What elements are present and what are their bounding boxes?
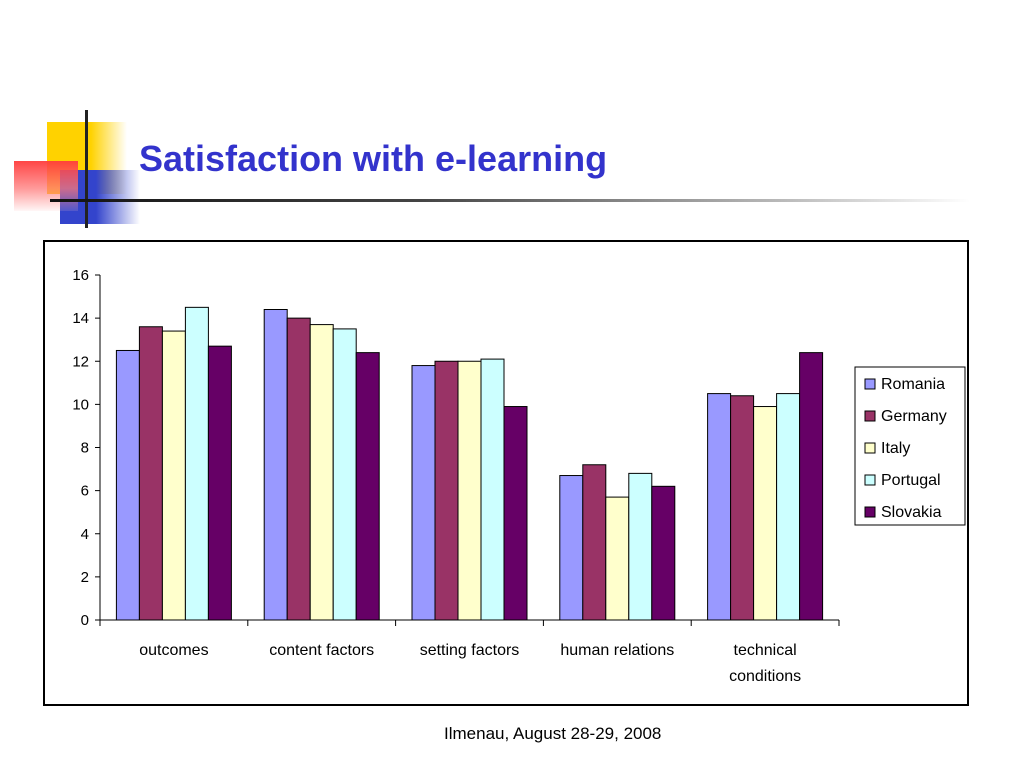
bar-slovakia <box>207 345 232 621</box>
y-tick-label: 8 <box>81 440 89 457</box>
bar-germany <box>138 326 163 621</box>
y-tick-label: 14 <box>72 310 89 327</box>
bar-germany <box>434 360 459 621</box>
legend-label-germany: Germany <box>881 408 947 425</box>
slide-title: Satisfaction with e-learning <box>139 138 608 179</box>
y-tick-label: 4 <box>81 526 89 543</box>
bar-romania <box>115 349 140 621</box>
bar-italy <box>309 324 334 621</box>
bar-italy <box>457 360 482 621</box>
bar-portugal <box>776 393 801 621</box>
x-category-label: human relations <box>560 642 674 659</box>
bar-romania <box>559 475 584 621</box>
bar-slovakia <box>355 352 380 621</box>
bar-chart: 0 2 4 6 8 10 12 14 16 outcomes content factors sett… <box>72 267 966 685</box>
legend-label-romania: Romania <box>881 376 945 393</box>
bar-romania <box>707 393 732 621</box>
bar-slovakia <box>651 485 676 621</box>
legend-label-portugal: Portugal <box>881 472 941 489</box>
bar-germany <box>730 395 755 621</box>
legend-swatch-portugal <box>864 474 876 486</box>
bar-portugal <box>184 306 209 621</box>
slide-footer: Ilmenau, August 28-29, 2008 <box>444 724 662 743</box>
bar-slovakia <box>799 352 824 621</box>
legend-swatch-italy <box>864 442 876 454</box>
y-tick-label: 12 <box>72 353 89 370</box>
y-tick-label: 6 <box>81 483 89 500</box>
decor-vertical-line <box>85 110 88 228</box>
chart-frame: 0 2 4 6 8 10 12 14 16 outcomes content factors sett… <box>43 240 969 706</box>
bar-portugal <box>628 472 653 621</box>
decor-red-square <box>14 161 78 211</box>
bar-slovakia <box>503 406 528 621</box>
bar-italy <box>161 330 186 621</box>
legend-swatch-slovakia <box>864 506 876 518</box>
bar-romania <box>411 365 436 621</box>
x-category-label: outcomes <box>139 642 208 659</box>
bar-italy <box>605 496 630 621</box>
legend-label-slovakia: Slovakia <box>881 504 942 521</box>
bar-germany <box>286 317 311 621</box>
x-category-label: technical conditions <box>729 642 801 685</box>
x-category-label: setting factors <box>420 642 520 659</box>
y-tick-label: 0 <box>81 612 89 629</box>
y-tick-label: 16 <box>72 267 89 284</box>
y-tick-label: 10 <box>72 396 89 413</box>
title-underline <box>50 199 970 202</box>
bar-germany <box>582 464 607 621</box>
x-category-label: content factors <box>269 642 374 659</box>
bar-portugal <box>480 358 505 621</box>
legend-swatch-germany <box>864 410 876 422</box>
bar-italy <box>753 406 778 621</box>
y-tick-label: 2 <box>81 569 89 586</box>
bar-romania <box>263 309 288 621</box>
legend-swatch-romania <box>864 378 876 390</box>
legend-label-italy: Italy <box>881 440 910 457</box>
bar-portugal <box>332 328 357 621</box>
